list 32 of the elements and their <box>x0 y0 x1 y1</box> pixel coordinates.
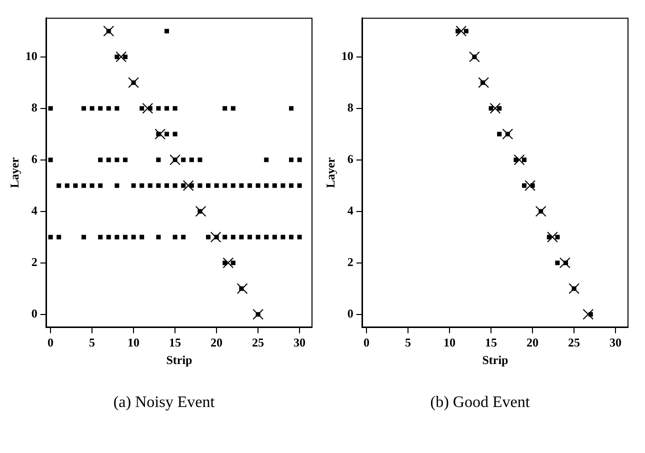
y-tick-label: 8 <box>31 100 38 114</box>
y-tick-label: 8 <box>347 100 354 114</box>
y-tick-label: 4 <box>31 203 38 218</box>
x-tick-label: 0 <box>364 335 370 350</box>
x-tick-label: 15 <box>169 335 182 350</box>
x-tick-label: 10 <box>128 335 140 350</box>
x-tick-label: 10 <box>444 335 456 350</box>
x-tick-label: 5 <box>89 335 96 350</box>
text: (a) Noisy Event <box>112 394 216 412</box>
x-tick-label: 15 <box>485 335 498 350</box>
x-tick-label: 20 <box>526 335 539 350</box>
x-tick-label: 5 <box>405 335 412 350</box>
y-tick-label: 6 <box>31 152 38 166</box>
y-tick-label: 10 <box>25 48 38 63</box>
y-tick-label: 0 <box>31 306 38 320</box>
y-tick-label: 2 <box>31 254 38 269</box>
text: (b) Good Event <box>429 394 531 412</box>
y-axis-title: Layer <box>323 156 338 188</box>
y-tick-label: 6 <box>347 152 354 166</box>
x-tick-label: 25 <box>568 335 580 350</box>
y-tick-label: 4 <box>347 203 354 218</box>
x-tick-label: 20 <box>210 335 223 350</box>
y-tick-label: 0 <box>347 306 354 320</box>
y-tick-label: 10 <box>341 48 354 63</box>
y-tick-label: 2 <box>347 254 354 269</box>
x-tick-label: 25 <box>252 335 264 350</box>
x-axis-title: Strip <box>166 352 193 367</box>
x-axis-title: Strip <box>482 352 509 367</box>
x-tick-label: 30 <box>294 335 306 350</box>
y-axis-title: Layer <box>7 156 22 188</box>
x-tick-label: 0 <box>48 335 54 350</box>
x-tick-label: 30 <box>610 335 622 350</box>
